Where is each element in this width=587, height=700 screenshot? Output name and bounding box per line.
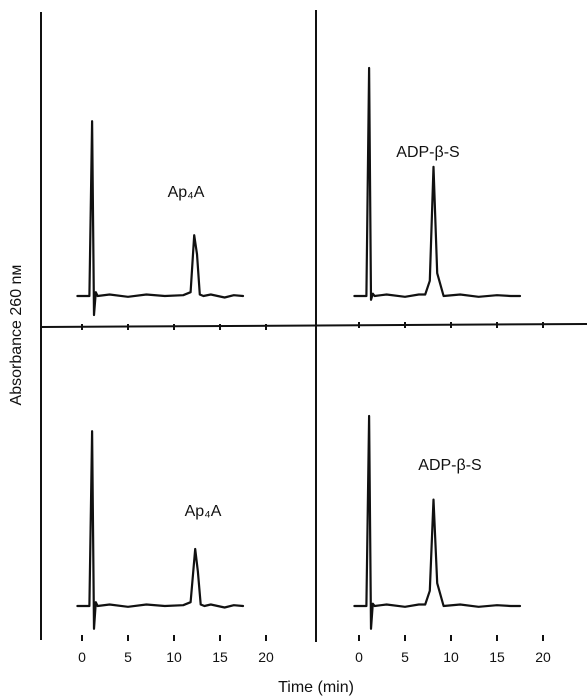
panel-top-right: ADP-β-S [353, 66, 544, 328]
x-tick-label-15-bottom-right: 15 [489, 649, 505, 665]
x-tick-label-5-bottom-left: 5 [124, 649, 132, 665]
x-tick-label-5-bottom-right: 5 [401, 649, 409, 665]
x-tick-label-10-bottom-left: 10 [166, 649, 182, 665]
peak-label-top-left: Ap₄A [168, 184, 205, 201]
panel-bottom-right: 0 5 10 15 20 ADP-β-S [353, 414, 551, 665]
peak-label-bottom-left: Ap₄A [185, 503, 222, 520]
x-tick-label-20-bottom-right: 20 [535, 649, 551, 665]
x-tick-label-0-bottom-left: 0 [78, 649, 86, 665]
panel-top-left: Ap₄A [76, 120, 267, 330]
x-axis-title: Time (min) [278, 679, 354, 696]
peak-label-bottom-right: ADP-β-S [418, 457, 481, 474]
horizontal-divider-line [40, 323, 587, 328]
x-tick-label-0-bottom-right: 0 [355, 649, 363, 665]
trace-line-bottom-right [353, 414, 522, 630]
x-tick-label-15-bottom-left: 15 [212, 649, 228, 665]
panel-bottom-left: 0 5 10 15 20 Ap₄A [76, 430, 274, 665]
y-axis-title: Absorbance 260 nм [8, 265, 25, 406]
trace-line-top-left [76, 120, 245, 317]
x-tick-label-20-bottom-left: 20 [258, 649, 274, 665]
peak-label-top-right: ADP-β-S [396, 144, 459, 161]
trace-line-top-right [353, 66, 522, 301]
trace-line-bottom-left [76, 430, 245, 630]
x-tick-label-10-bottom-right: 10 [443, 649, 459, 665]
